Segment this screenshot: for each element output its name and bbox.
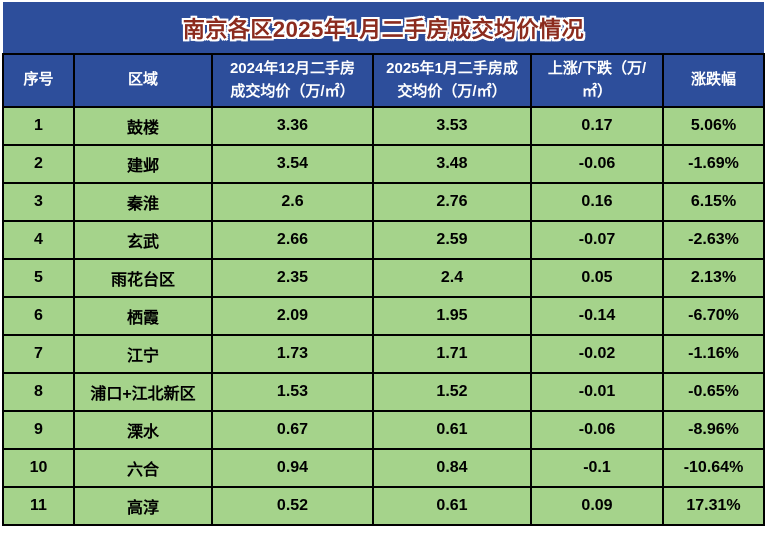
cell-pct-change: -0.65% xyxy=(662,372,765,412)
table-row: 2 建邺 3.54 3.48 -0.06 -1.69% xyxy=(2,144,765,184)
cell-price-dec: 2.66 xyxy=(211,220,374,260)
header-change: 上涨/下跌（万/ ㎡） xyxy=(530,53,664,108)
cell-seq: 7 xyxy=(2,334,75,374)
cell-price-jan: 2.76 xyxy=(372,182,532,222)
cell-price-jan: 2.59 xyxy=(372,220,532,260)
cell-change: -0.02 xyxy=(530,334,664,374)
header-row: 序号 区域 2024年12月二手房 成交均价（万/㎡） 2025年1月二手房成 … xyxy=(2,53,765,108)
table-row: 6 栖霞 2.09 1.95 -0.14 -6.70% xyxy=(2,296,765,336)
cell-seq: 2 xyxy=(2,144,75,184)
cell-price-dec: 2.09 xyxy=(211,296,374,336)
cell-change: 0.05 xyxy=(530,258,664,298)
table-row: 8 浦口+江北新区 1.53 1.52 -0.01 -0.65% xyxy=(2,372,765,412)
cell-district: 溧水 xyxy=(73,410,213,450)
cell-pct-change: -10.64% xyxy=(662,448,765,488)
table-row: 3 秦淮 2.6 2.76 0.16 6.15% xyxy=(2,182,765,222)
header-pct-change: 涨跌幅 xyxy=(662,53,765,108)
cell-price-jan: 2.4 xyxy=(372,258,532,298)
cell-pct-change: -1.16% xyxy=(662,334,765,374)
cell-change: -0.01 xyxy=(530,372,664,412)
cell-district: 建邺 xyxy=(73,144,213,184)
table-row: 4 玄武 2.66 2.59 -0.07 -2.63% xyxy=(2,220,765,260)
table-row: 11 高淳 0.52 0.61 0.09 17.31% xyxy=(2,486,765,526)
header-price-dec-2024: 2024年12月二手房 成交均价（万/㎡） xyxy=(211,53,374,108)
cell-seq: 1 xyxy=(2,106,75,146)
table-row: 7 江宁 1.73 1.71 -0.02 -1.16% xyxy=(2,334,765,374)
cell-change: 0.16 xyxy=(530,182,664,222)
cell-seq: 9 xyxy=(2,410,75,450)
price-table: 南京各区2025年1月二手房成交均价情况 序号 区域 2024年12月二手房 成… xyxy=(2,2,765,526)
cell-district: 玄武 xyxy=(73,220,213,260)
cell-change: -0.07 xyxy=(530,220,664,260)
cell-price-dec: 3.36 xyxy=(211,106,374,146)
cell-price-dec: 3.54 xyxy=(211,144,374,184)
cell-change: -0.06 xyxy=(530,144,664,184)
cell-pct-change: -2.63% xyxy=(662,220,765,260)
cell-district: 六合 xyxy=(73,448,213,488)
cell-pct-change: 6.15% xyxy=(662,182,765,222)
table-row: 9 溧水 0.67 0.61 -0.06 -8.96% xyxy=(2,410,765,450)
cell-seq: 11 xyxy=(2,486,75,526)
cell-change: 0.17 xyxy=(530,106,664,146)
cell-district: 江宁 xyxy=(73,334,213,374)
cell-district: 栖霞 xyxy=(73,296,213,336)
table-row: 10 六合 0.94 0.84 -0.1 -10.64% xyxy=(2,448,765,488)
cell-price-jan: 0.61 xyxy=(372,410,532,450)
cell-price-dec: 0.67 xyxy=(211,410,374,450)
cell-change: -0.1 xyxy=(530,448,664,488)
cell-pct-change: -6.70% xyxy=(662,296,765,336)
header-district: 区域 xyxy=(73,53,213,108)
table-row: 5 雨花台区 2.35 2.4 0.05 2.13% xyxy=(2,258,765,298)
title-row: 南京各区2025年1月二手房成交均价情况 xyxy=(3,2,764,55)
cell-seq: 3 xyxy=(2,182,75,222)
cell-price-jan: 1.52 xyxy=(372,372,532,412)
cell-price-jan: 0.61 xyxy=(372,486,532,526)
cell-district: 浦口+江北新区 xyxy=(73,372,213,412)
cell-change: -0.14 xyxy=(530,296,664,336)
cell-district: 高淳 xyxy=(73,486,213,526)
cell-price-jan: 3.53 xyxy=(372,106,532,146)
cell-pct-change: 2.13% xyxy=(662,258,765,298)
cell-price-jan: 0.84 xyxy=(372,448,532,488)
cell-seq: 5 xyxy=(2,258,75,298)
cell-price-dec: 0.94 xyxy=(211,448,374,488)
cell-pct-change: 17.31% xyxy=(662,486,765,526)
cell-seq: 10 xyxy=(2,448,75,488)
table-row: 1 鼓楼 3.36 3.53 0.17 5.06% xyxy=(2,106,765,146)
cell-price-jan: 1.71 xyxy=(372,334,532,374)
page-title: 南京各区2025年1月二手房成交均价情况 xyxy=(3,2,764,55)
cell-pct-change: 5.06% xyxy=(662,106,765,146)
cell-price-jan: 1.95 xyxy=(372,296,532,336)
cell-seq: 8 xyxy=(2,372,75,412)
cell-pct-change: -8.96% xyxy=(662,410,765,450)
cell-price-dec: 2.35 xyxy=(211,258,374,298)
cell-price-jan: 3.48 xyxy=(372,144,532,184)
cell-seq: 4 xyxy=(2,220,75,260)
cell-district: 雨花台区 xyxy=(73,258,213,298)
cell-price-dec: 1.53 xyxy=(211,372,374,412)
cell-change: 0.09 xyxy=(530,486,664,526)
header-price-jan-2025: 2025年1月二手房成 交均价（万/㎡） xyxy=(372,53,532,108)
cell-pct-change: -1.69% xyxy=(662,144,765,184)
cell-district: 秦淮 xyxy=(73,182,213,222)
cell-price-dec: 2.6 xyxy=(211,182,374,222)
cell-change: -0.06 xyxy=(530,410,664,450)
header-seq: 序号 xyxy=(2,53,75,108)
cell-price-dec: 0.52 xyxy=(211,486,374,526)
cell-price-dec: 1.73 xyxy=(211,334,374,374)
cell-seq: 6 xyxy=(2,296,75,336)
cell-district: 鼓楼 xyxy=(73,106,213,146)
